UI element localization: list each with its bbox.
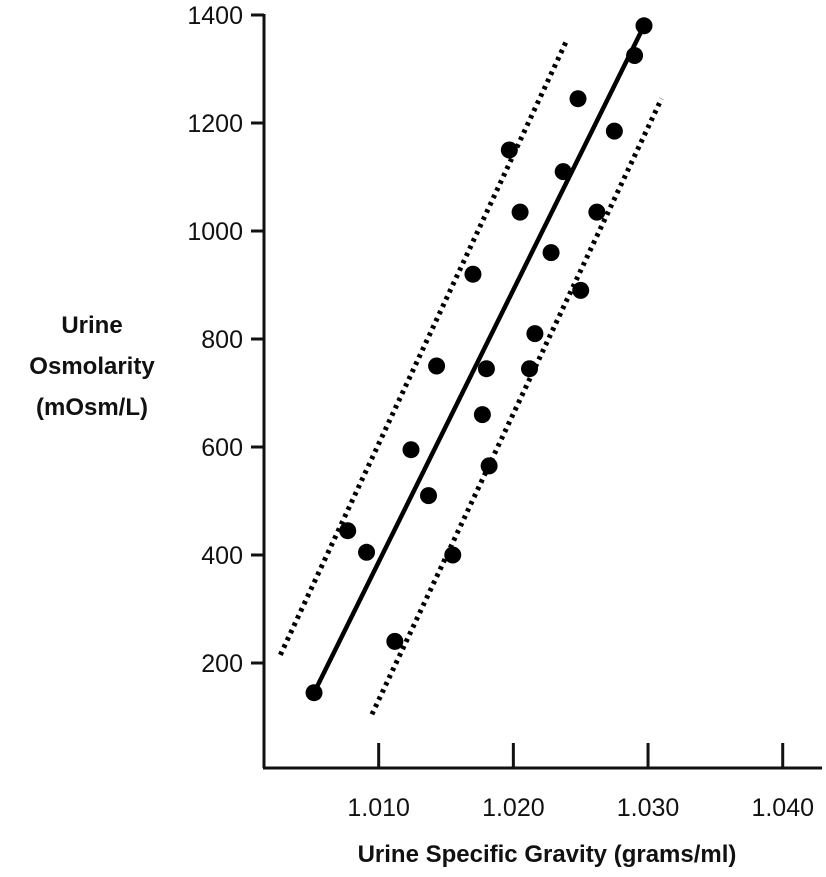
data-point: [358, 543, 376, 561]
y-axis-title-line-2: Osmolarity: [29, 353, 155, 380]
y-tick-label: 1200: [187, 110, 243, 138]
data-point: [477, 360, 495, 378]
x-axis-title: Urine Specific Gravity (grams/ml): [358, 841, 737, 868]
confidence-bands: [278, 38, 664, 716]
data-point: [572, 281, 590, 299]
data-point: [386, 632, 404, 650]
data-point: [420, 487, 438, 505]
data-point: [511, 203, 529, 221]
data-point: [521, 360, 539, 378]
data-point: [526, 325, 544, 343]
y-tick-label: 1400: [187, 2, 243, 30]
data-point: [554, 163, 572, 181]
y-axis-ticks: 200 400 600 800 1000 1200 1400: [187, 2, 264, 678]
x-tick-label: 1.010: [347, 794, 410, 822]
axes: [262, 14, 822, 770]
x-axis-ticks: 1.010 1.020 1.030 1.040: [347, 743, 814, 822]
y-axis-title-line-1: Urine: [61, 312, 122, 339]
y-tick-label: 400: [201, 542, 243, 570]
lower-confidence-band: [369, 97, 664, 716]
y-tick-label: 1000: [187, 218, 243, 246]
data-point: [480, 457, 498, 475]
regression-line-group: [312, 24, 647, 694]
data-point: [500, 141, 518, 159]
data-point: [339, 522, 357, 540]
data-point: [588, 203, 606, 221]
data-point: [402, 441, 420, 459]
x-tick-label: 1.030: [617, 794, 680, 822]
y-tick-label: 600: [201, 434, 243, 462]
regression-line: [312, 24, 647, 694]
x-tick-label: 1.020: [482, 794, 545, 822]
y-tick-label: 200: [201, 650, 243, 678]
data-point: [569, 90, 587, 108]
upper-confidence-band: [278, 38, 570, 656]
y-tick-label: 800: [201, 326, 243, 354]
data-point: [305, 684, 323, 702]
data-point: [542, 244, 560, 262]
x-tick-label: 1.040: [751, 794, 814, 822]
data-point: [626, 47, 644, 64]
data-points: [305, 17, 653, 702]
y-axis-title-line-3: (mOsm/L): [36, 394, 148, 421]
data-point: [605, 122, 623, 140]
data-point: [428, 357, 446, 375]
data-point: [444, 546, 462, 564]
data-point: [464, 265, 482, 283]
data-point: [473, 406, 491, 424]
data-point: [635, 17, 653, 35]
